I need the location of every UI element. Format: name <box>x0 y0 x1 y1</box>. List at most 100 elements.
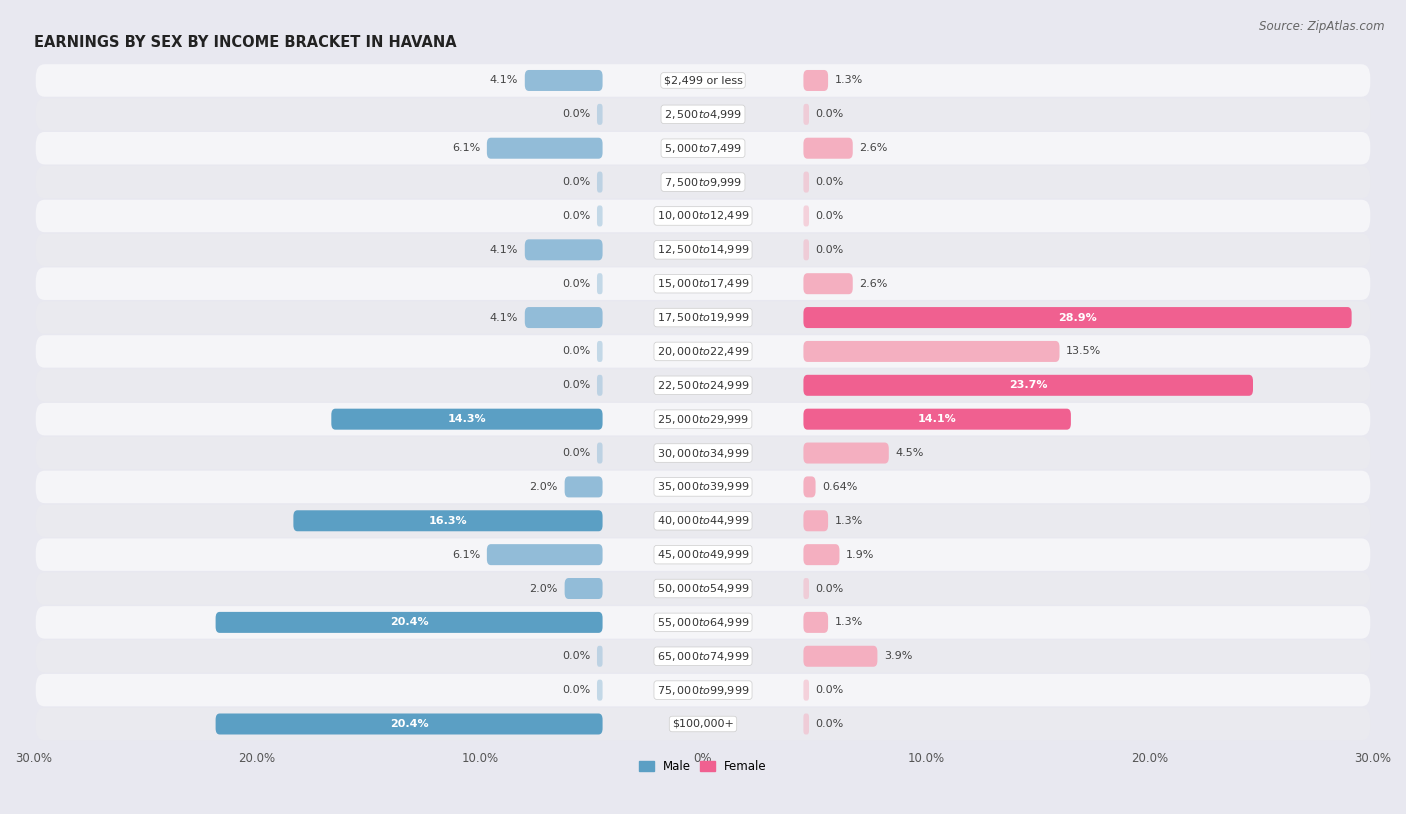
Text: 1.3%: 1.3% <box>835 516 863 526</box>
Legend: Male, Female: Male, Female <box>634 755 772 778</box>
Text: 0.0%: 0.0% <box>562 651 591 661</box>
Text: 2.6%: 2.6% <box>859 143 887 153</box>
FancyBboxPatch shape <box>524 239 603 260</box>
FancyBboxPatch shape <box>803 409 1071 430</box>
FancyBboxPatch shape <box>332 409 603 430</box>
FancyBboxPatch shape <box>598 172 603 193</box>
Text: 0.0%: 0.0% <box>562 685 591 695</box>
Text: 0.0%: 0.0% <box>815 211 844 221</box>
FancyBboxPatch shape <box>35 64 1371 97</box>
FancyBboxPatch shape <box>35 606 1371 639</box>
FancyBboxPatch shape <box>803 476 815 497</box>
FancyBboxPatch shape <box>803 205 808 226</box>
Text: $15,000 to $17,499: $15,000 to $17,499 <box>657 278 749 291</box>
Text: $100,000+: $100,000+ <box>672 719 734 729</box>
Text: $40,000 to $44,999: $40,000 to $44,999 <box>657 514 749 527</box>
Text: $65,000 to $74,999: $65,000 to $74,999 <box>657 650 749 663</box>
Text: $22,500 to $24,999: $22,500 to $24,999 <box>657 379 749 392</box>
Text: 20.4%: 20.4% <box>389 719 429 729</box>
FancyBboxPatch shape <box>598 274 603 294</box>
Text: $50,000 to $54,999: $50,000 to $54,999 <box>657 582 749 595</box>
FancyBboxPatch shape <box>598 646 603 667</box>
FancyBboxPatch shape <box>803 70 828 91</box>
Text: 14.3%: 14.3% <box>447 414 486 424</box>
FancyBboxPatch shape <box>524 70 603 91</box>
Text: $2,499 or less: $2,499 or less <box>664 76 742 85</box>
Text: 3.9%: 3.9% <box>884 651 912 661</box>
Text: $12,500 to $14,999: $12,500 to $14,999 <box>657 243 749 256</box>
FancyBboxPatch shape <box>565 476 603 497</box>
Text: 16.3%: 16.3% <box>429 516 467 526</box>
FancyBboxPatch shape <box>598 104 603 125</box>
FancyBboxPatch shape <box>35 707 1371 740</box>
FancyBboxPatch shape <box>803 274 853 294</box>
Text: 0.0%: 0.0% <box>562 448 591 458</box>
FancyBboxPatch shape <box>803 578 808 599</box>
FancyBboxPatch shape <box>35 301 1371 334</box>
FancyBboxPatch shape <box>486 544 603 565</box>
Text: 0.0%: 0.0% <box>815 109 844 120</box>
Text: 1.3%: 1.3% <box>835 76 863 85</box>
FancyBboxPatch shape <box>35 437 1371 470</box>
Text: 0.0%: 0.0% <box>815 685 844 695</box>
Text: $30,000 to $34,999: $30,000 to $34,999 <box>657 447 749 460</box>
FancyBboxPatch shape <box>35 132 1371 164</box>
FancyBboxPatch shape <box>35 369 1371 401</box>
FancyBboxPatch shape <box>803 714 808 734</box>
Text: Source: ZipAtlas.com: Source: ZipAtlas.com <box>1260 20 1385 33</box>
Text: EARNINGS BY SEX BY INCOME BRACKET IN HAVANA: EARNINGS BY SEX BY INCOME BRACKET IN HAV… <box>34 35 456 50</box>
FancyBboxPatch shape <box>35 674 1371 707</box>
FancyBboxPatch shape <box>598 374 603 396</box>
FancyBboxPatch shape <box>598 205 603 226</box>
FancyBboxPatch shape <box>598 680 603 701</box>
FancyBboxPatch shape <box>803 680 808 701</box>
FancyBboxPatch shape <box>215 714 603 734</box>
Text: $25,000 to $29,999: $25,000 to $29,999 <box>657 413 749 426</box>
FancyBboxPatch shape <box>803 307 1351 328</box>
FancyBboxPatch shape <box>803 138 853 159</box>
Text: $35,000 to $39,999: $35,000 to $39,999 <box>657 480 749 493</box>
Text: 0.0%: 0.0% <box>562 177 591 187</box>
FancyBboxPatch shape <box>565 578 603 599</box>
Text: 1.3%: 1.3% <box>835 617 863 628</box>
FancyBboxPatch shape <box>803 374 1253 396</box>
Text: $17,500 to $19,999: $17,500 to $19,999 <box>657 311 749 324</box>
FancyBboxPatch shape <box>803 104 808 125</box>
FancyBboxPatch shape <box>486 138 603 159</box>
FancyBboxPatch shape <box>35 199 1371 232</box>
Text: $45,000 to $49,999: $45,000 to $49,999 <box>657 548 749 561</box>
Text: 6.1%: 6.1% <box>451 549 481 560</box>
FancyBboxPatch shape <box>35 403 1371 435</box>
FancyBboxPatch shape <box>35 572 1371 605</box>
FancyBboxPatch shape <box>598 443 603 463</box>
FancyBboxPatch shape <box>35 268 1371 300</box>
Text: 4.1%: 4.1% <box>489 245 517 255</box>
FancyBboxPatch shape <box>803 646 877 667</box>
FancyBboxPatch shape <box>598 341 603 362</box>
FancyBboxPatch shape <box>35 538 1371 571</box>
Text: 28.9%: 28.9% <box>1059 313 1097 322</box>
Text: 0.0%: 0.0% <box>815 245 844 255</box>
FancyBboxPatch shape <box>35 234 1371 266</box>
FancyBboxPatch shape <box>803 443 889 463</box>
Text: 4.5%: 4.5% <box>896 448 924 458</box>
Text: 0.0%: 0.0% <box>562 211 591 221</box>
Text: $2,500 to $4,999: $2,500 to $4,999 <box>664 107 742 120</box>
FancyBboxPatch shape <box>803 341 1060 362</box>
Text: 14.1%: 14.1% <box>918 414 956 424</box>
FancyBboxPatch shape <box>35 335 1371 368</box>
Text: 4.1%: 4.1% <box>489 76 517 85</box>
FancyBboxPatch shape <box>35 640 1371 672</box>
Text: 4.1%: 4.1% <box>489 313 517 322</box>
FancyBboxPatch shape <box>803 544 839 565</box>
FancyBboxPatch shape <box>294 510 603 532</box>
Text: $75,000 to $99,999: $75,000 to $99,999 <box>657 684 749 697</box>
Text: 2.0%: 2.0% <box>530 482 558 492</box>
Text: $55,000 to $64,999: $55,000 to $64,999 <box>657 616 749 629</box>
Text: 0.0%: 0.0% <box>815 177 844 187</box>
Text: 1.9%: 1.9% <box>846 549 875 560</box>
FancyBboxPatch shape <box>35 166 1371 199</box>
Text: $10,000 to $12,499: $10,000 to $12,499 <box>657 209 749 222</box>
Text: 0.64%: 0.64% <box>823 482 858 492</box>
FancyBboxPatch shape <box>35 470 1371 503</box>
